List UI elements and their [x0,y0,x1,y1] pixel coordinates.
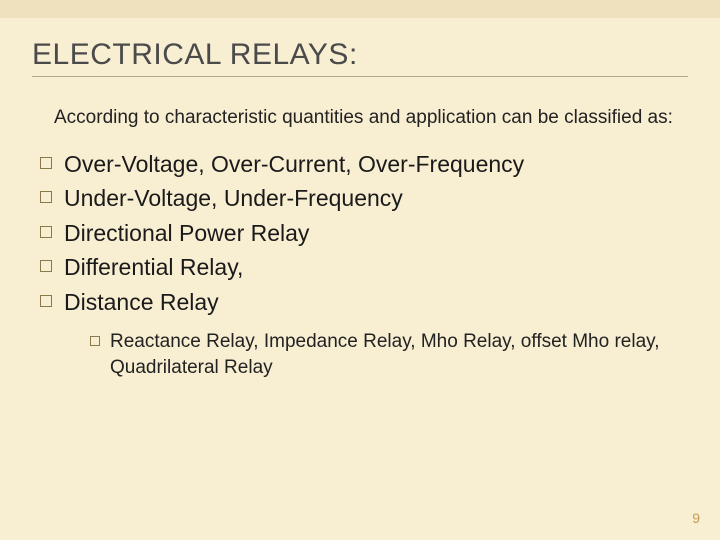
list-item: Differential Relay, [40,250,688,285]
list-item-label: Under-Voltage, Under-Frequency [64,181,403,216]
slide-content: ELECTRICAL RELAYS: According to characte… [0,18,720,380]
sub-list-item-label: Reactance Relay, Impedance Relay, Mho Re… [110,329,688,380]
list-item: Distance Relay [40,285,688,320]
list-item-label: Over-Voltage, Over-Current, Over-Frequen… [64,147,524,182]
sub-bullet-list: Reactance Relay, Impedance Relay, Mho Re… [90,329,688,380]
list-item: Under-Voltage, Under-Frequency [40,181,688,216]
page-number: 9 [692,510,700,526]
list-item-label: Distance Relay [64,285,219,320]
list-item: Directional Power Relay [40,216,688,251]
intro-text: According to characteristic quantities a… [54,105,678,131]
square-bullet-icon [40,157,52,169]
page-title: ELECTRICAL RELAYS: [32,38,688,76]
title-underline [32,76,688,77]
top-accent-bar [0,0,720,18]
square-bullet-icon [90,336,100,346]
square-bullet-icon [40,260,52,272]
bullet-list: Over-Voltage, Over-Current, Over-Frequen… [40,147,688,320]
list-item: Over-Voltage, Over-Current, Over-Frequen… [40,147,688,182]
square-bullet-icon [40,295,52,307]
square-bullet-icon [40,191,52,203]
sub-list-item: Reactance Relay, Impedance Relay, Mho Re… [90,329,688,380]
list-item-label: Directional Power Relay [64,216,309,251]
square-bullet-icon [40,226,52,238]
list-item-label: Differential Relay, [64,250,243,285]
